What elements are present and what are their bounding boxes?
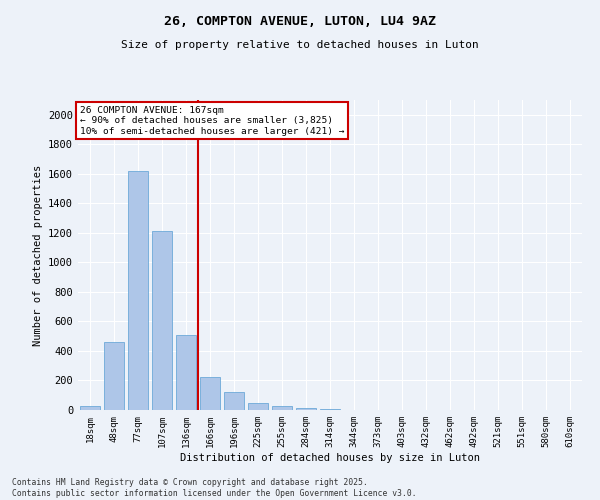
Bar <box>176 334 196 410</box>
Bar <box>296 408 316 410</box>
Bar <box>200 377 220 410</box>
Bar <box>272 406 292 410</box>
Bar <box>248 402 268 410</box>
Text: Contains HM Land Registry data © Crown copyright and database right 2025.
Contai: Contains HM Land Registry data © Crown c… <box>12 478 416 498</box>
Text: Size of property relative to detached houses in Luton: Size of property relative to detached ho… <box>121 40 479 50</box>
Text: 26 COMPTON AVENUE: 167sqm
← 90% of detached houses are smaller (3,825)
10% of se: 26 COMPTON AVENUE: 167sqm ← 90% of detac… <box>80 106 344 136</box>
Text: 26, COMPTON AVENUE, LUTON, LU4 9AZ: 26, COMPTON AVENUE, LUTON, LU4 9AZ <box>164 15 436 28</box>
Bar <box>80 406 100 410</box>
Bar <box>224 392 244 410</box>
Y-axis label: Number of detached properties: Number of detached properties <box>32 164 43 346</box>
Bar <box>152 232 172 410</box>
Bar <box>128 171 148 410</box>
X-axis label: Distribution of detached houses by size in Luton: Distribution of detached houses by size … <box>180 452 480 462</box>
Bar <box>104 342 124 410</box>
